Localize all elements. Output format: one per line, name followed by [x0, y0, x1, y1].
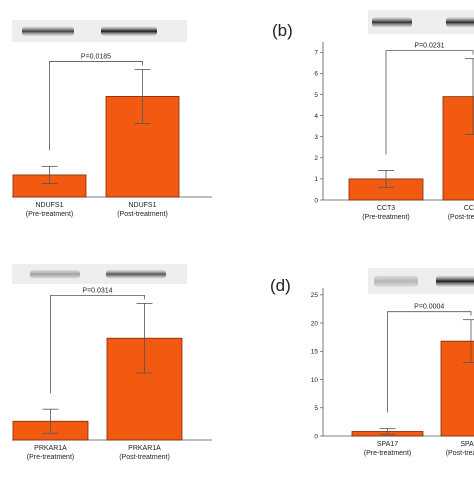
blot-band — [446, 17, 474, 28]
blot-band — [436, 275, 474, 287]
category-sublabel: (Post-treatment) — [119, 454, 170, 461]
significance-bracket — [387, 311, 472, 413]
category-label: SPA17 — [460, 441, 474, 448]
category-sublabel: (Pre-treatment) — [26, 211, 73, 218]
y-tick-label: 7 — [314, 50, 318, 57]
panel-letter: (b) — [272, 21, 293, 40]
blot-band — [101, 26, 157, 36]
y-tick-label: 3 — [314, 134, 318, 141]
blot-band — [106, 270, 166, 279]
category-sublabel: (Pre-treatment) — [364, 450, 411, 457]
y-tick-label: 6 — [314, 71, 318, 78]
y-tick-label: 10 — [311, 377, 319, 384]
blot-band — [30, 270, 80, 279]
blot-strip — [12, 20, 187, 42]
y-tick-label: 20 — [311, 320, 319, 327]
category-label: NDUFS1 — [35, 202, 63, 209]
category-sublabel: (Post-treatment) — [448, 214, 474, 221]
blot-band — [374, 275, 418, 287]
category-sublabel: (Post-treatment) — [117, 211, 168, 218]
category-sublabel: (Pre-treatment) — [27, 454, 74, 461]
p-value-label: P=0.0004 — [414, 304, 444, 311]
chart-panel-2: (b) 0 1 2 3 4 5 6 7 CCT3 (Pre-treatment) CCT3 (Post-… — [272, 10, 474, 221]
significance-bracket — [50, 294, 145, 394]
y-tick-label: 5 — [314, 405, 318, 412]
y-tick-label: 15 — [311, 349, 319, 356]
category-label: NDUFS1 — [128, 202, 156, 209]
category-label: CCT3 — [377, 205, 395, 212]
blot-band — [372, 17, 412, 28]
y-tick-label: 0 — [314, 197, 318, 204]
category-label: CCT3 — [464, 205, 474, 212]
category-sublabel: (Post-treatment) — [446, 450, 474, 457]
significance-bracket — [385, 50, 474, 155]
p-value-label: P=0.0185 — [81, 53, 111, 60]
y-tick-label: 2 — [314, 155, 318, 162]
significance-bracket — [49, 61, 143, 151]
chart-panel-3: PRKAR1A (Pre-treatment) PRKAR1A (Post-treat… — [12, 264, 212, 461]
category-label: PRKAR1A — [34, 445, 67, 452]
y-tick-label: 5 — [314, 92, 318, 99]
panel-letter: (d) — [270, 276, 291, 295]
p-value-label: P=0.0314 — [82, 287, 112, 294]
chart-panel-1: NDUFS1 (Pre-treatment) NDUFS1 (Post-treatme… — [12, 20, 212, 218]
y-tick-label: 1 — [314, 176, 318, 183]
y-tick-label: 4 — [314, 113, 318, 120]
y-tick-label: 25 — [311, 292, 319, 299]
y-tick-label: 0 — [314, 433, 318, 440]
category-label: PRKAR1A — [128, 445, 161, 452]
chart-panel-4: (d) 0 5 10 15 20 25 SPA17 (Pre-treatment) SPA17 (P… — [270, 268, 474, 457]
bar — [440, 340, 474, 437]
bar — [442, 96, 474, 201]
p-value-label: P=0.0231 — [414, 43, 444, 50]
category-label: SPA17 — [377, 441, 398, 448]
category-sublabel: (Pre-treatment) — [362, 214, 409, 221]
blot-strip — [12, 264, 187, 284]
blot-band — [22, 26, 74, 36]
